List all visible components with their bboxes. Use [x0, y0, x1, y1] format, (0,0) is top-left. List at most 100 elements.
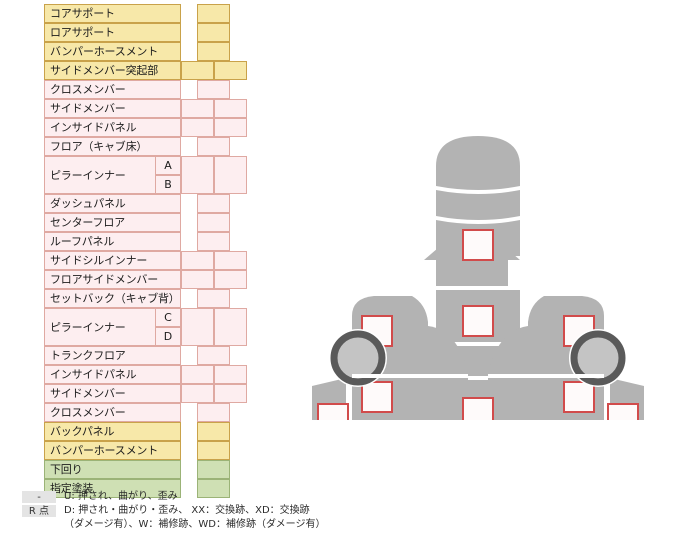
status-cell[interactable]	[197, 137, 230, 156]
legend-key-rpoint: R 点	[22, 505, 56, 517]
row-sublabel: D	[155, 327, 181, 346]
row-label: ダッシュパネル	[44, 194, 181, 213]
marker-right-door-panel	[607, 403, 639, 420]
table-row: センターフロア	[44, 213, 249, 232]
status-cell[interactable]	[197, 403, 230, 422]
status-cell-pair	[181, 118, 247, 137]
table-row: サイドメンバー	[44, 384, 249, 403]
status-cell[interactable]	[197, 194, 230, 213]
status-cell-group	[197, 441, 230, 460]
status-cell[interactable]	[181, 156, 214, 194]
row-label: サイドメンバー突起部	[44, 61, 181, 80]
status-cell-group	[197, 479, 230, 498]
wheel-left-front	[330, 330, 386, 386]
status-cell[interactable]	[181, 365, 214, 384]
table-row: ロアサポート	[44, 23, 249, 42]
status-cell[interactable]	[197, 213, 230, 232]
row-label: 下回り	[44, 460, 181, 479]
inspection-table: コアサポート ロアサポート バンパーホースメント サイドメンバー突起部 クロスメンバーサ…	[44, 4, 249, 498]
status-cell-pair	[181, 251, 247, 270]
status-cell-group	[197, 232, 230, 251]
row-label: インサイドパネル	[44, 365, 181, 384]
status-cell[interactable]	[197, 460, 230, 479]
status-cell-group	[197, 422, 230, 441]
status-cell[interactable]	[197, 289, 230, 308]
status-cell[interactable]	[197, 346, 230, 365]
status-cell[interactable]	[214, 270, 247, 289]
legend-row-u: - U: 押され、曲がり、歪み	[22, 490, 422, 503]
status-cell[interactable]	[214, 61, 247, 80]
row-label: ルーフパネル	[44, 232, 181, 251]
row-sublabel: C	[155, 308, 181, 327]
status-cell-group	[197, 460, 230, 479]
status-cell[interactable]	[214, 99, 247, 118]
status-cell-pair	[181, 61, 247, 80]
status-cell-pair	[181, 270, 247, 289]
table-row: インサイドパネル	[44, 365, 249, 384]
row-sublabel: A	[155, 156, 181, 175]
table-row: ピラーインナー C D	[44, 308, 249, 346]
status-cell[interactable]	[214, 365, 247, 384]
status-cell[interactable]	[214, 251, 247, 270]
status-cell[interactable]	[181, 251, 214, 270]
status-cell[interactable]	[197, 23, 230, 42]
status-cell-pair	[181, 365, 247, 384]
status-cell[interactable]	[181, 308, 214, 346]
table-row: トランクフロア	[44, 346, 249, 365]
table-row: サイドメンバー突起部	[44, 61, 249, 80]
status-cell-group	[197, 80, 230, 99]
table-row: 下回り	[44, 460, 249, 479]
status-cell[interactable]	[197, 422, 230, 441]
status-cell[interactable]	[214, 156, 247, 194]
wheels	[329, 329, 627, 387]
table-row: バンパーホースメント	[44, 441, 249, 460]
table-row: サイドメンバー	[44, 99, 249, 118]
status-cell[interactable]	[181, 270, 214, 289]
status-cell-group	[197, 289, 230, 308]
status-cell[interactable]	[197, 232, 230, 251]
status-cell-pair	[181, 99, 247, 118]
legend-key-dash: -	[22, 491, 56, 503]
status-cell[interactable]	[181, 384, 214, 403]
status-cell[interactable]	[197, 441, 230, 460]
row-sublabel: B	[155, 175, 181, 194]
status-cell[interactable]	[214, 308, 247, 346]
marker-center-rear	[462, 397, 494, 420]
status-cell[interactable]	[197, 42, 230, 61]
status-cell-group	[197, 213, 230, 232]
table-row: バンパーホースメント	[44, 42, 249, 61]
panel-seams	[352, 374, 604, 378]
status-cell[interactable]	[197, 4, 230, 23]
status-cell[interactable]	[181, 61, 214, 80]
status-cell[interactable]	[197, 479, 230, 498]
table-row: ダッシュパネル	[44, 194, 249, 213]
status-cell[interactable]	[214, 384, 247, 403]
status-cell-pair	[181, 156, 247, 194]
row-label: ロアサポート	[44, 23, 181, 42]
status-cell-group	[197, 137, 230, 156]
status-cell[interactable]	[214, 118, 247, 137]
table-row: インサイドパネル	[44, 118, 249, 137]
legend-text-d: D: 押され・曲がり・歪み、 XX：交換跡、XD：交換跡	[64, 505, 310, 516]
row-label: トランクフロア	[44, 346, 181, 365]
row-label: センターフロア	[44, 213, 181, 232]
row-label: セットバック（キャブ背）	[44, 289, 181, 308]
row-label: フロアサイドメンバー	[44, 270, 181, 289]
row-label: コアサポート	[44, 4, 181, 23]
status-cell[interactable]	[181, 99, 214, 118]
row-label: バックパネル	[44, 422, 181, 441]
row-label: クロスメンバー	[44, 80, 181, 99]
table-row: フロアサイドメンバー	[44, 270, 249, 289]
wheel-right-front	[570, 330, 626, 386]
status-cell[interactable]	[181, 118, 214, 137]
table-row: 指定塗装	[44, 479, 249, 498]
legend-row-r: R 点 D: 押され・曲がり・歪み、 XX：交換跡、XD：交換跡	[22, 504, 422, 517]
table-row: ピラーインナー A B	[44, 156, 249, 194]
status-cell-group	[197, 194, 230, 213]
status-cell-group	[197, 403, 230, 422]
status-cell[interactable]	[197, 80, 230, 99]
table-row: バックパネル	[44, 422, 249, 441]
marker-center-mid	[462, 305, 494, 337]
row-label: 指定塗装	[44, 479, 181, 498]
row-label: クロスメンバー	[44, 403, 181, 422]
